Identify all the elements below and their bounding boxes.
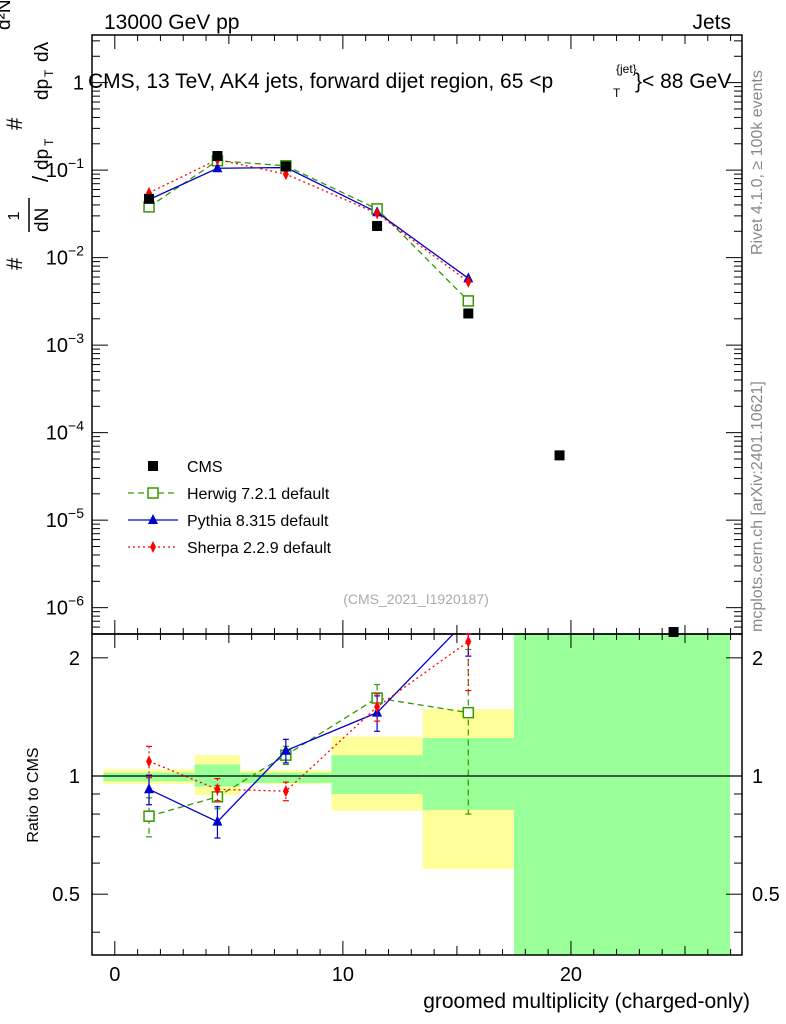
plot-title: CMS, 13 TeV, AK4 jets, forward dijet reg… — [88, 62, 731, 100]
ratio-y-tick-label-left: 1 — [69, 766, 80, 788]
data-point-cms — [668, 627, 679, 637]
y-label-one: 1 — [6, 211, 23, 220]
y-label-dpT: dp — [32, 149, 53, 170]
data-point-cms — [463, 308, 474, 319]
legend-marker-Herwig 7.2.1 default — [147, 487, 159, 499]
ratio-series — [143, 633, 475, 839]
ratio-y-tick-label-left: 2 — [69, 648, 80, 670]
legend-marker-cms — [148, 461, 158, 471]
x-tick-label-10: 10 — [332, 964, 354, 986]
title-sup: {jet} — [616, 62, 637, 76]
ratio-point-Sherpa 2.2.9 default — [465, 635, 472, 648]
band-green-2 — [240, 772, 332, 783]
ratio-y-tick-label-right: 2 — [752, 648, 763, 670]
ratio-point-Pythia 8.315 default — [212, 815, 223, 826]
category-label: Jets — [692, 11, 731, 34]
main-frame — [91, 34, 743, 635]
series-point-Sherpa 2.2.9 default — [374, 207, 381, 220]
title-main: CMS, 13 TeV, AK4 jets, forward dijet reg… — [88, 70, 553, 93]
series-point-Sherpa 2.2.9 default — [465, 275, 472, 288]
y-label-T: T — [42, 138, 56, 146]
legend-marker-Pythia 8.315 default — [148, 514, 158, 524]
ratio-point-Sherpa 2.2.9 default — [146, 755, 153, 768]
ratio-point-Herwig 7.2.1 default — [143, 810, 155, 822]
data-point-cms — [280, 161, 291, 172]
ratio-y-tick-label-right: 0.5 — [752, 884, 780, 906]
mcplots-label: mcplots.cern.ch [arXiv:2401.10621] — [749, 381, 766, 632]
x-tick-label-20: 20 — [560, 964, 582, 986]
rivet-version-label: Rivet 4.1.0, ≥ 100k events — [749, 70, 766, 255]
title-sub: T — [613, 86, 621, 100]
x-axis-label: groomed multiplicity (charged-only) — [423, 990, 750, 1013]
ratio-point-Sherpa 2.2.9 default — [374, 700, 381, 713]
legend-label-cms: CMS — [187, 459, 223, 476]
legend-label-Pythia 8.315 default: Pythia 8.315 default — [187, 513, 329, 530]
ratio-bands — [103, 634, 730, 955]
band-green-3 — [331, 755, 423, 794]
legend: CMS Herwig 7.2.1 default Pythia 8.315 defa… — [128, 459, 332, 557]
data-point-cms — [554, 450, 565, 461]
analysis-watermark: (CMS_2021_I1920187) — [343, 591, 489, 607]
ratio-y-axis-label: Ratio to CMS — [25, 747, 42, 842]
y-tick-label: 10−2 — [46, 243, 84, 270]
ratio-point-Sherpa 2.2.9 default — [282, 785, 289, 798]
y-label-sep: / — [28, 175, 53, 182]
y-label-d2N: d²N — [0, 0, 15, 30]
y-label-T-2: T — [42, 69, 56, 77]
y-label-hash-2: # — [2, 117, 27, 130]
series-point-Pythia 8.315 default — [212, 162, 223, 173]
y-tick-label: 10−6 — [46, 593, 84, 620]
energy-label: 13000 GeV pp — [104, 11, 239, 34]
y-label-hash-1: # — [2, 257, 27, 270]
ratio-point-Herwig 7.2.1 default — [462, 706, 475, 719]
y-tick-label: 10−5 — [46, 505, 84, 532]
legend-label-Sherpa 2.2.9 default: Sherpa 2.2.9 default — [187, 540, 332, 557]
x-tick-label-0: 0 — [109, 964, 120, 986]
main-axes: 1 10−1 10−2 10−3 10−4 10−5 10−6 — [46, 34, 743, 955]
title-end: }< 88 GeV — [635, 70, 731, 93]
y-label-dpT-2: dp — [32, 79, 53, 100]
main-y-axis-label: # 1 dN / dp T # d²N dp T dλ — [0, 0, 56, 270]
y-tick-label: 10−1 — [46, 155, 84, 182]
series-line-Herwig 7.2.1 default — [148, 160, 469, 302]
series-point-Herwig 7.2.1 default — [462, 295, 475, 307]
legend-label-Herwig 7.2.1 default: Herwig 7.2.1 default — [187, 486, 330, 503]
ratio-point-Pythia 8.315 default — [280, 744, 291, 755]
data-point-cms — [372, 220, 383, 231]
data-point-cms — [212, 150, 223, 161]
data-point-cms — [144, 193, 155, 204]
y-tick-label: 1 — [73, 73, 84, 95]
legend-marker-Sherpa 2.2.9 default — [150, 541, 156, 553]
ratio-point-Sherpa 2.2.9 default — [214, 783, 221, 796]
band-green-5 — [513, 634, 730, 955]
main-series — [143, 150, 679, 637]
y-label-dlambda: dλ — [32, 41, 53, 62]
ratio-y-tick-label-right: 1 — [752, 766, 763, 788]
y-tick-label: 10−4 — [46, 418, 84, 445]
y-tick-label: 10−3 — [46, 330, 84, 357]
ratio-point-Pythia 8.315 default — [144, 783, 155, 794]
y-label-dN: dN — [32, 208, 53, 232]
ratio-y-tick-label-left: 0.5 — [52, 884, 80, 906]
